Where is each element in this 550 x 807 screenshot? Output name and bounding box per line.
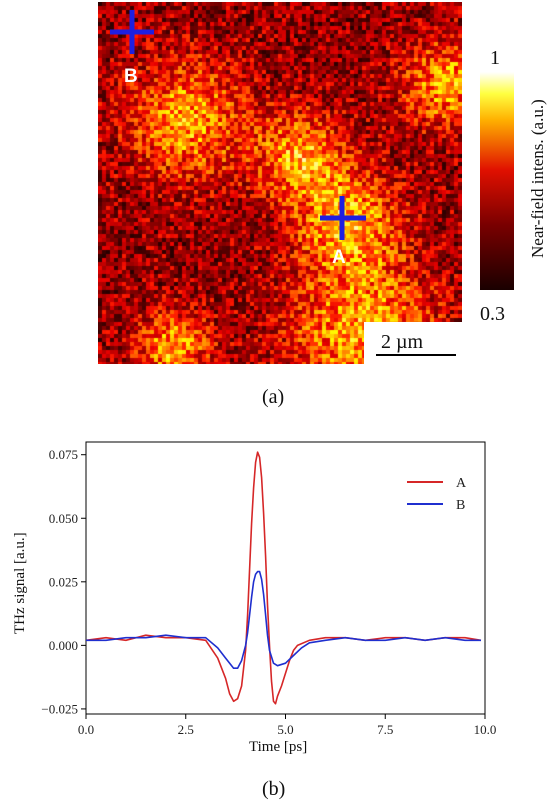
series-layer bbox=[85, 451, 482, 705]
marker-b: B bbox=[110, 10, 154, 87]
series-line-a bbox=[85, 451, 482, 705]
y-tick-label: 0.000 bbox=[49, 638, 78, 653]
y-tick-label: 0.050 bbox=[49, 511, 78, 526]
x-tick-label: 2.5 bbox=[178, 722, 194, 737]
colorbar-min-label: 0.3 bbox=[480, 303, 505, 325]
caption-a: (a) bbox=[262, 386, 284, 408]
caption-b: (b) bbox=[262, 778, 285, 800]
near-field-image-frame bbox=[98, 2, 462, 364]
scalebar-label: 2 µm bbox=[381, 331, 424, 353]
x-axis-title: Time [ps] bbox=[249, 739, 307, 755]
y-ticks: −0.025 0.000 0.025 0.050 0.075 bbox=[41, 447, 86, 716]
y-tick-label: 0.025 bbox=[49, 574, 78, 589]
y-tick-label: −0.025 bbox=[41, 701, 78, 716]
colorbar-max-label: 1 bbox=[490, 47, 500, 69]
marker-a-label: A bbox=[332, 247, 346, 268]
marker-b-label: B bbox=[124, 66, 138, 87]
y-tick-label: 0.075 bbox=[49, 447, 78, 462]
near-field-image bbox=[98, 2, 462, 364]
legend-label-b: B bbox=[456, 498, 465, 513]
legend-label-a: A bbox=[456, 476, 467, 491]
x-tick-label: 5.0 bbox=[277, 722, 293, 737]
colorbar-title: Near-field intens. (a.u.) bbox=[528, 99, 547, 258]
x-ticks: 0.0 2.5 5.0 7.5 10.0 bbox=[78, 714, 497, 737]
x-tick-label: 10.0 bbox=[474, 722, 497, 737]
legend: A B bbox=[407, 476, 467, 513]
scalebar-box bbox=[364, 322, 462, 364]
x-tick-label: 0.0 bbox=[78, 722, 94, 737]
panel-b: −0.025 0.000 0.025 0.050 0.075 0.0 2.5 5.0 7.5 1… bbox=[12, 441, 497, 800]
y-axis-title: THz signal [a.u.] bbox=[12, 532, 28, 634]
colorbar bbox=[480, 72, 514, 290]
series-line-b bbox=[86, 570, 481, 670]
marker-a: A bbox=[320, 196, 366, 268]
x-tick-label: 7.5 bbox=[377, 722, 393, 737]
panel-a: B A 2 µm 1 0.3 Near-field intens. (a.u.)… bbox=[98, 2, 547, 408]
